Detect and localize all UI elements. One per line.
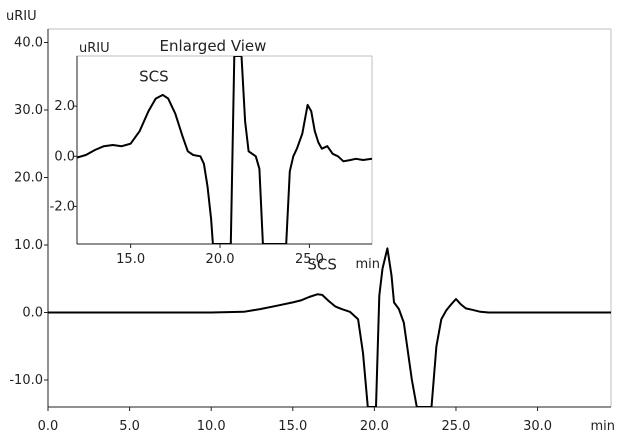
inset-x-tick-label: 25.0	[295, 252, 324, 267]
main-chromatogram-trace	[48, 247, 611, 407]
main-y-axis-label: uRIU	[6, 9, 37, 24]
main-scs-annotation: SCS	[307, 256, 337, 274]
inset-y-tick-label: 2.0	[54, 99, 75, 114]
main-x-tick-label: 10.0	[197, 419, 226, 434]
inset-x-tick-label: 15.0	[116, 252, 145, 267]
main-y-tick-label: 0.0	[22, 306, 43, 321]
main-y-tick-label: -10.0	[9, 373, 43, 388]
main-x-axis-label: min	[590, 419, 615, 434]
inset-x-tick-label: 20.0	[206, 252, 235, 267]
inset-chromatogram-trace	[77, 56, 372, 244]
main-x-tick-label: 5.0	[119, 419, 140, 434]
main-y-tick-label: 40.0	[14, 36, 43, 51]
inset-y-tick-label: 0.0	[54, 149, 75, 164]
inset-scs-annotation: SCS	[139, 67, 169, 85]
main-x-tick-label: 20.0	[360, 419, 389, 434]
main-y-tick-label: 20.0	[14, 171, 43, 186]
inset-title: Enlarged View	[160, 37, 267, 55]
inset-x-axis-label: min	[355, 257, 380, 272]
main-y-tick-label: 10.0	[14, 238, 43, 253]
main-x-tick-label: 15.0	[278, 419, 307, 434]
inset-plot-area	[76, 55, 373, 245]
main-x-tick-label: 25.0	[441, 419, 470, 434]
main-y-tick-label: 30.0	[14, 103, 43, 118]
inset-y-axis-label: uRIU	[79, 41, 110, 56]
main-x-tick-label: 0.0	[38, 419, 59, 434]
main-x-tick-label: 30.0	[523, 419, 552, 434]
inset-y-tick-label: -2.0	[50, 199, 75, 214]
